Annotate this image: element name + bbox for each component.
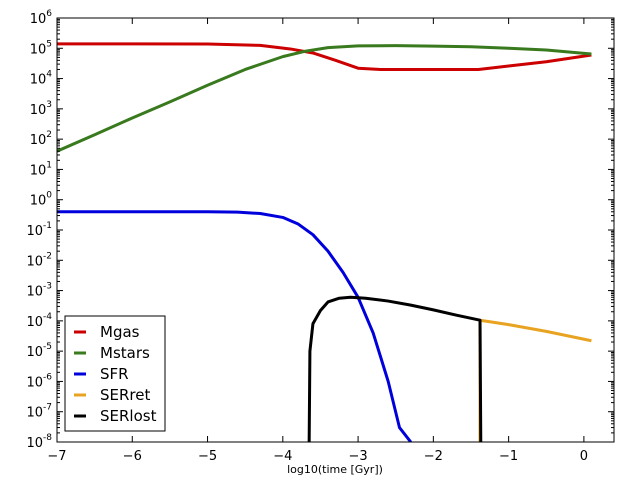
y-tick-label: 102 [30, 130, 52, 148]
y-tick-label: 105 [30, 39, 52, 57]
legend: Mgas Mstars SFR SERret SERlost [64, 315, 166, 432]
y-tick-label: 10-8 [26, 433, 52, 451]
y-tick-label: 10-3 [26, 282, 52, 300]
y-tick-label: 101 [30, 160, 52, 178]
x-tick-label: −5 [198, 449, 217, 464]
series-line-sfr [57, 210, 412, 442]
series-line-mstars [57, 44, 592, 153]
y-tick-label: 103 [30, 100, 52, 118]
y-tick-label: 10-2 [26, 251, 52, 269]
y-tick-label: 10-7 [26, 403, 52, 421]
x-tick-label: −1 [499, 449, 518, 464]
x-tick-label: −7 [47, 449, 66, 464]
series-lines [57, 42, 592, 442]
axis-ticks: −7 −6 −5 −4 −3 −2 −1 0 106 105 104 103 102 101 100 10-1… [26, 9, 614, 464]
x-tick-label: −4 [273, 449, 292, 464]
x-axis-label: log10(time [Gyr]) [287, 463, 383, 476]
legend-label-mgas: Mgas [100, 323, 140, 341]
series-line-mgas [57, 42, 592, 71]
y-tick-label: 10-1 [26, 221, 52, 239]
x-tick-label: −6 [123, 449, 142, 464]
series-line-serlost [307, 295, 483, 442]
y-tick-label: 10-6 [26, 372, 52, 390]
y-tick-label: 106 [30, 9, 53, 27]
y-tick-label: 10-4 [26, 312, 52, 330]
x-tick-label: −2 [424, 449, 443, 464]
legend-label-sfr: SFR [100, 365, 129, 383]
series-line-serret [478, 318, 592, 442]
legend-label-serlost: SERlost [100, 407, 157, 425]
legend-label-serret: SERret [100, 386, 150, 404]
y-tick-label: 104 [30, 70, 53, 88]
legend-label-mstars: Mstars [100, 344, 150, 362]
y-tick-label: 100 [30, 191, 53, 209]
x-tick-label: 0 [580, 449, 588, 464]
x-tick-label: −3 [348, 449, 367, 464]
y-tick-label: 10-5 [26, 342, 52, 360]
